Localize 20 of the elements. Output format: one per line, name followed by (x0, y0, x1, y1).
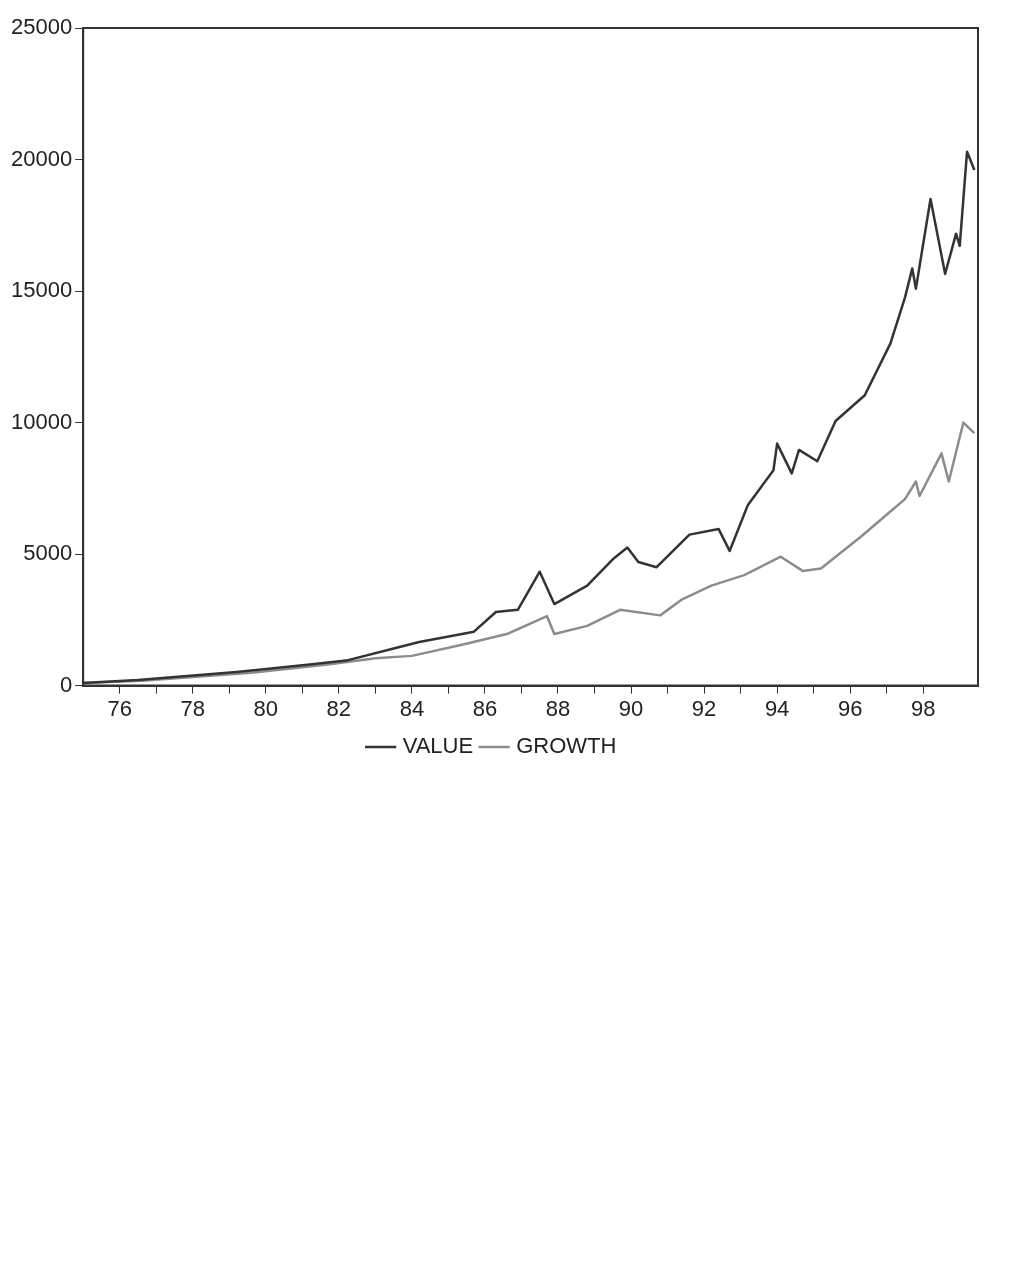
x-tick-label: 86 (472, 695, 498, 721)
y-tick-label: 25000 (10, 14, 73, 40)
legend-label: VALUE (402, 733, 474, 759)
x-tick-label: 82 (326, 695, 352, 721)
x-tick-label: 98 (910, 695, 936, 721)
y-tick-label: 20000 (10, 145, 73, 171)
y-tick-label: 15000 (10, 277, 73, 303)
x-tick-label: 94 (764, 695, 790, 721)
x-tick-label: 80 (253, 695, 279, 721)
y-tick-label: 10000 (10, 408, 73, 434)
x-tick-label: 78 (180, 695, 205, 721)
legend-label: GROWTH (516, 733, 617, 759)
x-tick-label: 84 (399, 695, 425, 721)
x-tick-label: 76 (107, 695, 132, 721)
x-tick-label: 96 (837, 695, 863, 721)
x-tick-label: 92 (691, 695, 717, 721)
x-tick-label: 88 (545, 695, 571, 721)
x-tick-label: 90 (618, 695, 644, 721)
y-tick-label: 5000 (23, 540, 73, 566)
y-tick-label: 0 (59, 671, 73, 697)
